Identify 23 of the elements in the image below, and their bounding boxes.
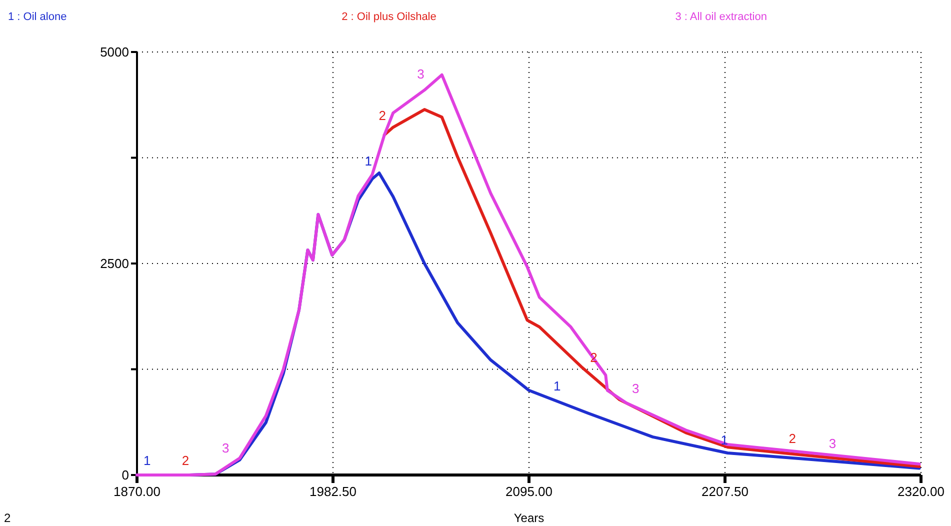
annotation: 3 bbox=[417, 66, 424, 82]
y-tick-label: 2500 bbox=[100, 256, 129, 272]
annotation: 3 bbox=[632, 381, 640, 396]
x-tick-label: 2320.00 bbox=[898, 484, 944, 499]
x-tick-label: 1870.00 bbox=[114, 484, 160, 499]
y-tick-label: 0 bbox=[122, 468, 129, 483]
text: 1 : Oil alone bbox=[8, 11, 67, 23]
x-tick-label: 1982.50 bbox=[310, 484, 356, 499]
text: 2 bbox=[4, 511, 11, 525]
text: 2 : Oil plus Oilshale bbox=[342, 11, 436, 23]
annotation: 1 bbox=[554, 378, 561, 394]
y-tick-label: 5000 bbox=[100, 44, 129, 60]
text: 3 : All oil extraction bbox=[675, 11, 767, 23]
annotation: 3 bbox=[828, 436, 836, 452]
annotation: 1 bbox=[144, 453, 151, 468]
x-axis-title: Years bbox=[514, 511, 544, 525]
annotation: 2 bbox=[182, 453, 190, 468]
x-tick-label: 2207.50 bbox=[702, 484, 748, 499]
annotation: 2 bbox=[788, 431, 796, 446]
x-tick-label: 2095.00 bbox=[506, 484, 552, 499]
annotation: 3 bbox=[222, 440, 230, 456]
annotation: 1 bbox=[364, 154, 372, 169]
annotation: 2 bbox=[378, 108, 386, 123]
